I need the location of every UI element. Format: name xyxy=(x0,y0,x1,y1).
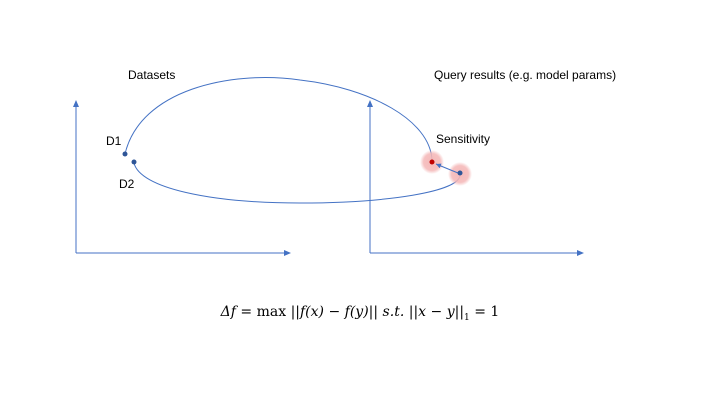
mapping-curve-d1 xyxy=(124,77,433,161)
sensitivity-label: Sensitivity xyxy=(436,132,490,146)
formula-bar-open: | xyxy=(408,304,414,320)
formula-minus: − xyxy=(324,304,345,320)
formula-inner-open: | xyxy=(413,304,419,320)
formula-norm-open: || xyxy=(290,304,300,320)
mapping-curve-d2 xyxy=(133,162,461,204)
formula-fx: f(x) xyxy=(300,304,325,320)
formula-st: s.t. xyxy=(378,304,409,320)
formula-bar-close: | xyxy=(459,304,465,320)
result-point-1 xyxy=(429,159,435,165)
result-point-2 xyxy=(457,170,463,176)
formula-fy: f(y) xyxy=(344,304,369,320)
query-axes xyxy=(367,100,584,256)
formula-x-minus-y: x − y xyxy=(418,304,455,320)
formula-norm-close: || xyxy=(368,304,379,320)
formula-equals-max: = max xyxy=(235,304,291,320)
query-results-label: Query results (e.g. model params) xyxy=(434,68,616,82)
d2-label: D2 xyxy=(119,177,135,191)
datasets-label: Datasets xyxy=(128,68,175,82)
sensitivity-formula: Δf = max ||f(x) − f(y)|| s.t. ||x − y||1… xyxy=(0,304,720,323)
sensitivity-arrow xyxy=(435,163,459,174)
formula-delta-f: Δf xyxy=(220,304,236,320)
formula-rhs: = 1 xyxy=(469,304,500,320)
formula-inner-close: | xyxy=(454,304,460,320)
d1-label: D1 xyxy=(106,134,122,148)
formula-subscript: 1 xyxy=(464,312,470,323)
point-d1 xyxy=(122,151,128,157)
point-d2 xyxy=(131,159,137,165)
dataset-axes xyxy=(73,100,291,256)
